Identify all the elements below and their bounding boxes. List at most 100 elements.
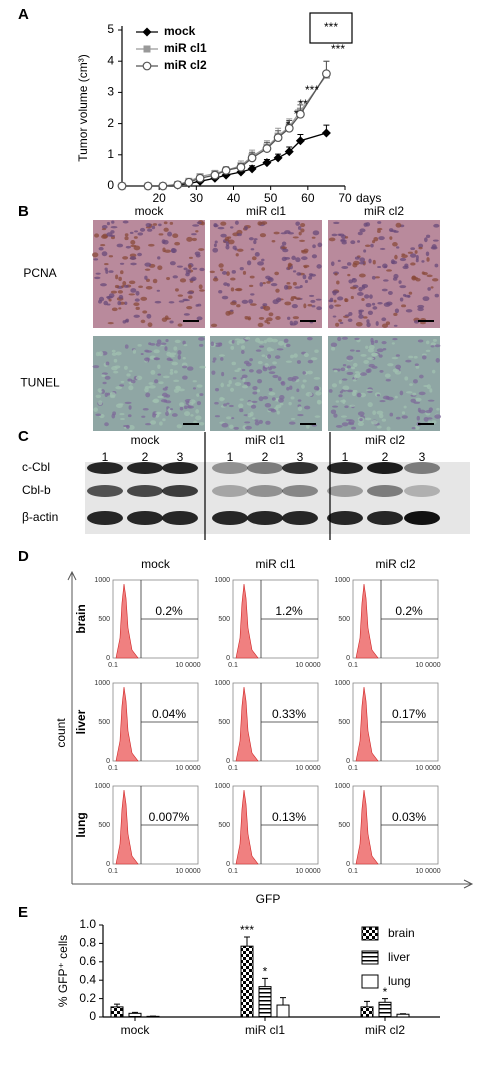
lane-label: 2 xyxy=(382,450,389,464)
cell xyxy=(228,424,234,429)
y-tick-label: 1 xyxy=(107,147,114,161)
cell xyxy=(227,236,232,239)
lane-label: 2 xyxy=(262,450,269,464)
band xyxy=(404,511,440,525)
cell xyxy=(336,368,341,372)
cell xyxy=(367,390,373,393)
cell xyxy=(271,240,276,243)
cell xyxy=(175,385,181,391)
cell xyxy=(144,268,151,271)
cell xyxy=(154,300,162,304)
cell xyxy=(237,367,242,371)
x-tick-label: 10 0000 xyxy=(415,868,440,875)
cell xyxy=(303,352,309,358)
cell xyxy=(367,357,374,360)
cell xyxy=(153,357,160,361)
cell xyxy=(92,252,99,258)
cell xyxy=(404,263,409,268)
cell xyxy=(220,357,224,361)
column-label: mock xyxy=(141,557,171,571)
y-tick-label: 0 xyxy=(346,655,350,662)
cell xyxy=(104,422,109,427)
cell xyxy=(166,351,172,357)
cell xyxy=(369,294,373,299)
cell xyxy=(117,290,124,294)
cell xyxy=(211,370,216,375)
cell xyxy=(371,275,376,280)
cell xyxy=(422,353,427,356)
cell xyxy=(137,344,142,347)
x-tick-label: 0.1 xyxy=(348,662,358,669)
cell xyxy=(352,378,357,382)
cell xyxy=(357,231,363,236)
series-line xyxy=(122,132,327,187)
cell xyxy=(156,339,162,344)
panel-label: D xyxy=(18,548,29,565)
cell xyxy=(157,265,163,271)
cell xyxy=(271,397,276,401)
y-axis-label: count xyxy=(54,718,68,748)
cell xyxy=(133,245,141,251)
cell xyxy=(366,389,373,392)
histogram xyxy=(115,686,139,762)
cell xyxy=(417,407,421,413)
error-bar xyxy=(382,998,388,1003)
cell xyxy=(376,348,384,353)
cell xyxy=(254,421,260,426)
cell xyxy=(386,426,391,432)
column-label: miR cl2 xyxy=(375,557,415,571)
cell xyxy=(267,408,275,412)
cell xyxy=(337,296,344,301)
bar xyxy=(110,1006,124,1018)
bar xyxy=(128,1012,142,1018)
cell xyxy=(171,361,179,366)
cell xyxy=(360,354,367,357)
cell xyxy=(165,411,169,417)
cell xyxy=(234,382,242,387)
cell xyxy=(214,240,218,244)
cell xyxy=(152,278,158,284)
cell xyxy=(309,294,315,297)
cell xyxy=(346,365,351,369)
cell xyxy=(109,395,116,399)
x-tick-label: 0.1 xyxy=(228,868,238,875)
cell xyxy=(157,373,162,376)
cell xyxy=(104,263,109,266)
legend-label: mock xyxy=(164,24,196,38)
band xyxy=(87,485,123,497)
y-tick-label: 0 xyxy=(106,758,110,765)
cell xyxy=(157,364,161,369)
cell xyxy=(226,402,230,405)
cell xyxy=(297,399,302,402)
cell xyxy=(421,260,425,263)
row-label: PCNA xyxy=(23,266,56,280)
y-tick-label: 1000 xyxy=(214,577,230,584)
cell xyxy=(411,427,416,430)
cell xyxy=(243,360,250,365)
cell xyxy=(104,267,108,271)
cell xyxy=(196,401,201,406)
cell xyxy=(226,383,231,387)
band xyxy=(404,462,440,474)
cell xyxy=(215,344,221,347)
cell xyxy=(230,277,236,281)
cell xyxy=(169,352,177,356)
cell xyxy=(393,273,399,279)
cell xyxy=(212,357,217,361)
cell xyxy=(296,360,301,364)
cell xyxy=(316,306,322,311)
cell xyxy=(371,352,378,357)
x-tick-label: miR cl2 xyxy=(365,1023,405,1037)
cell xyxy=(298,231,302,236)
cell xyxy=(394,254,398,260)
cell xyxy=(387,363,394,367)
cell xyxy=(98,246,104,251)
cell xyxy=(357,291,364,296)
band xyxy=(212,485,248,497)
cell xyxy=(426,257,430,262)
cell xyxy=(196,221,202,225)
micrograph xyxy=(92,220,205,328)
cell xyxy=(357,411,365,416)
cell xyxy=(389,412,394,417)
cell xyxy=(262,303,268,307)
